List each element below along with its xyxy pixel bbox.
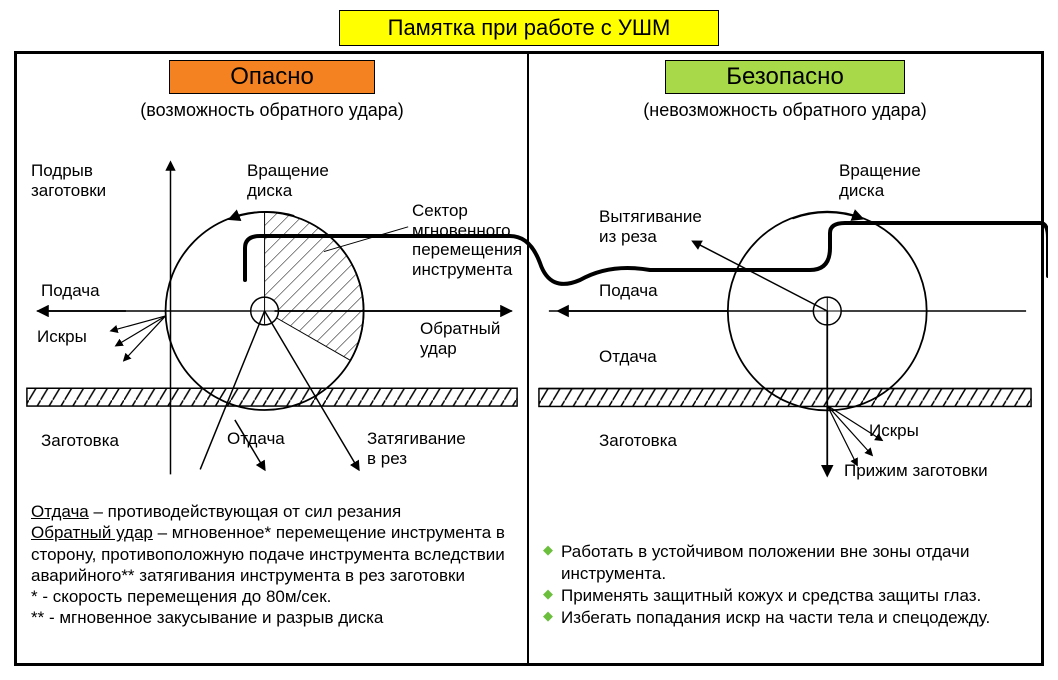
label-recoil: Отдача	[599, 347, 657, 367]
panel-danger: Опасно (возможность обратного удара)	[17, 54, 529, 663]
panel-header: Опасно (возможность обратного удара)	[17, 54, 527, 121]
safe-subtitle: (невозможность обратного удара)	[529, 100, 1041, 121]
panel-header: Безопасно (невозможность обратного удара…	[529, 54, 1041, 121]
note-jam: ** - мгновенное закусывание и разрыв дис…	[31, 607, 513, 628]
label-sector: Сектормгновенногоперемещенияинструмента	[412, 201, 522, 279]
term-kickback: Обратный удар	[31, 523, 153, 542]
label-workpiece: Заготовка	[41, 431, 119, 451]
label-workpiece: Заготовка	[599, 431, 677, 451]
label-pullout: Вытягиваниеиз реза	[599, 207, 702, 246]
main-frame: Опасно (возможность обратного удара)	[14, 51, 1044, 666]
bullet-item: Применять защитный кожух и средства защи…	[543, 585, 1027, 607]
note-speed: * - скорость перемещения до 80м/сек.	[31, 586, 513, 607]
safe-bullets: Работать в устойчивом положении вне зоны…	[529, 541, 1041, 629]
label-feed: Подача	[41, 281, 100, 301]
label-recoil: Отдача	[227, 429, 285, 449]
label-press: Прижим заготовки	[844, 461, 988, 481]
bullet-item: Избегать попадания искр на части тела и …	[543, 607, 1027, 629]
label-rotation: Вращениедиска	[839, 161, 921, 200]
danger-subtitle: (возможность обратного удара)	[17, 100, 527, 121]
label-sparks: Искры	[37, 327, 87, 347]
term-recoil: Отдача	[31, 502, 89, 521]
label-blowup: Подрывзаготовки	[31, 161, 106, 200]
label-sparks: Искры	[869, 421, 919, 441]
label-kickback: Обратныйудар	[420, 319, 500, 358]
panel-safe: Безопасно (невозможность обратного удара…	[529, 54, 1041, 663]
danger-diagram: Подрывзаготовки Вращениедиска Сектормгно…	[17, 121, 527, 501]
label-pullin: Затягиваниев рез	[367, 429, 466, 468]
page-title: Памятка при работе с УШМ	[339, 10, 719, 46]
safe-title: Безопасно	[665, 60, 905, 94]
danger-title: Опасно	[169, 60, 375, 94]
label-rotation: Вращениедиска	[247, 161, 329, 200]
bullet-item: Работать в устойчивом положении вне зоны…	[543, 541, 1027, 585]
definitions: Отдача – противодействующая от сил резан…	[17, 501, 527, 629]
safe-diagram: Вращениедиска Вытягиваниеиз реза Подача …	[529, 121, 1041, 501]
label-feed: Подача	[599, 281, 658, 301]
text-recoil: – противодействующая от сил резания	[89, 502, 401, 521]
